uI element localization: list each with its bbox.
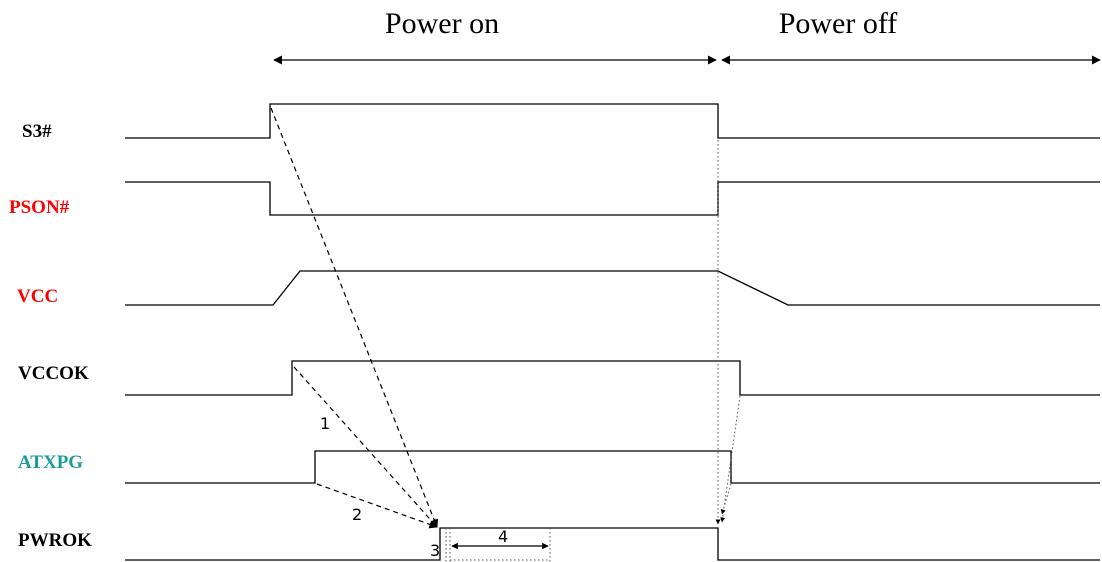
power-on-label: Power on [385, 7, 499, 40]
waveform-vcc [125, 271, 1100, 305]
vccok-to-pwrok-dependency-arrow [294, 367, 437, 527]
marker-3: 3 [430, 541, 440, 560]
signal-label-pson: PSON# [9, 197, 70, 218]
marker-4: 4 [498, 527, 508, 546]
signal-label-s3: S3# [22, 121, 52, 142]
signal-label-pwrok: PWROK [18, 530, 92, 551]
power-off-label: Power off [779, 7, 898, 40]
waveform-pson [125, 182, 1100, 215]
waveform-vccok [125, 361, 1100, 395]
s3-to-pwrok-dependency-arrow [271, 108, 437, 527]
waveform-atxpg [125, 451, 1100, 483]
signal-label-atxpg: ATXPG [18, 452, 83, 473]
marker-2: 2 [352, 505, 362, 524]
signal-label-vcc: VCC [17, 286, 58, 307]
atxpg-to-pwrok-dependency-arrow [317, 484, 437, 527]
signal-label-vccok: VCCOK [18, 363, 89, 384]
marker-1: 1 [320, 414, 330, 433]
waveform-pwrok [125, 528, 1100, 560]
